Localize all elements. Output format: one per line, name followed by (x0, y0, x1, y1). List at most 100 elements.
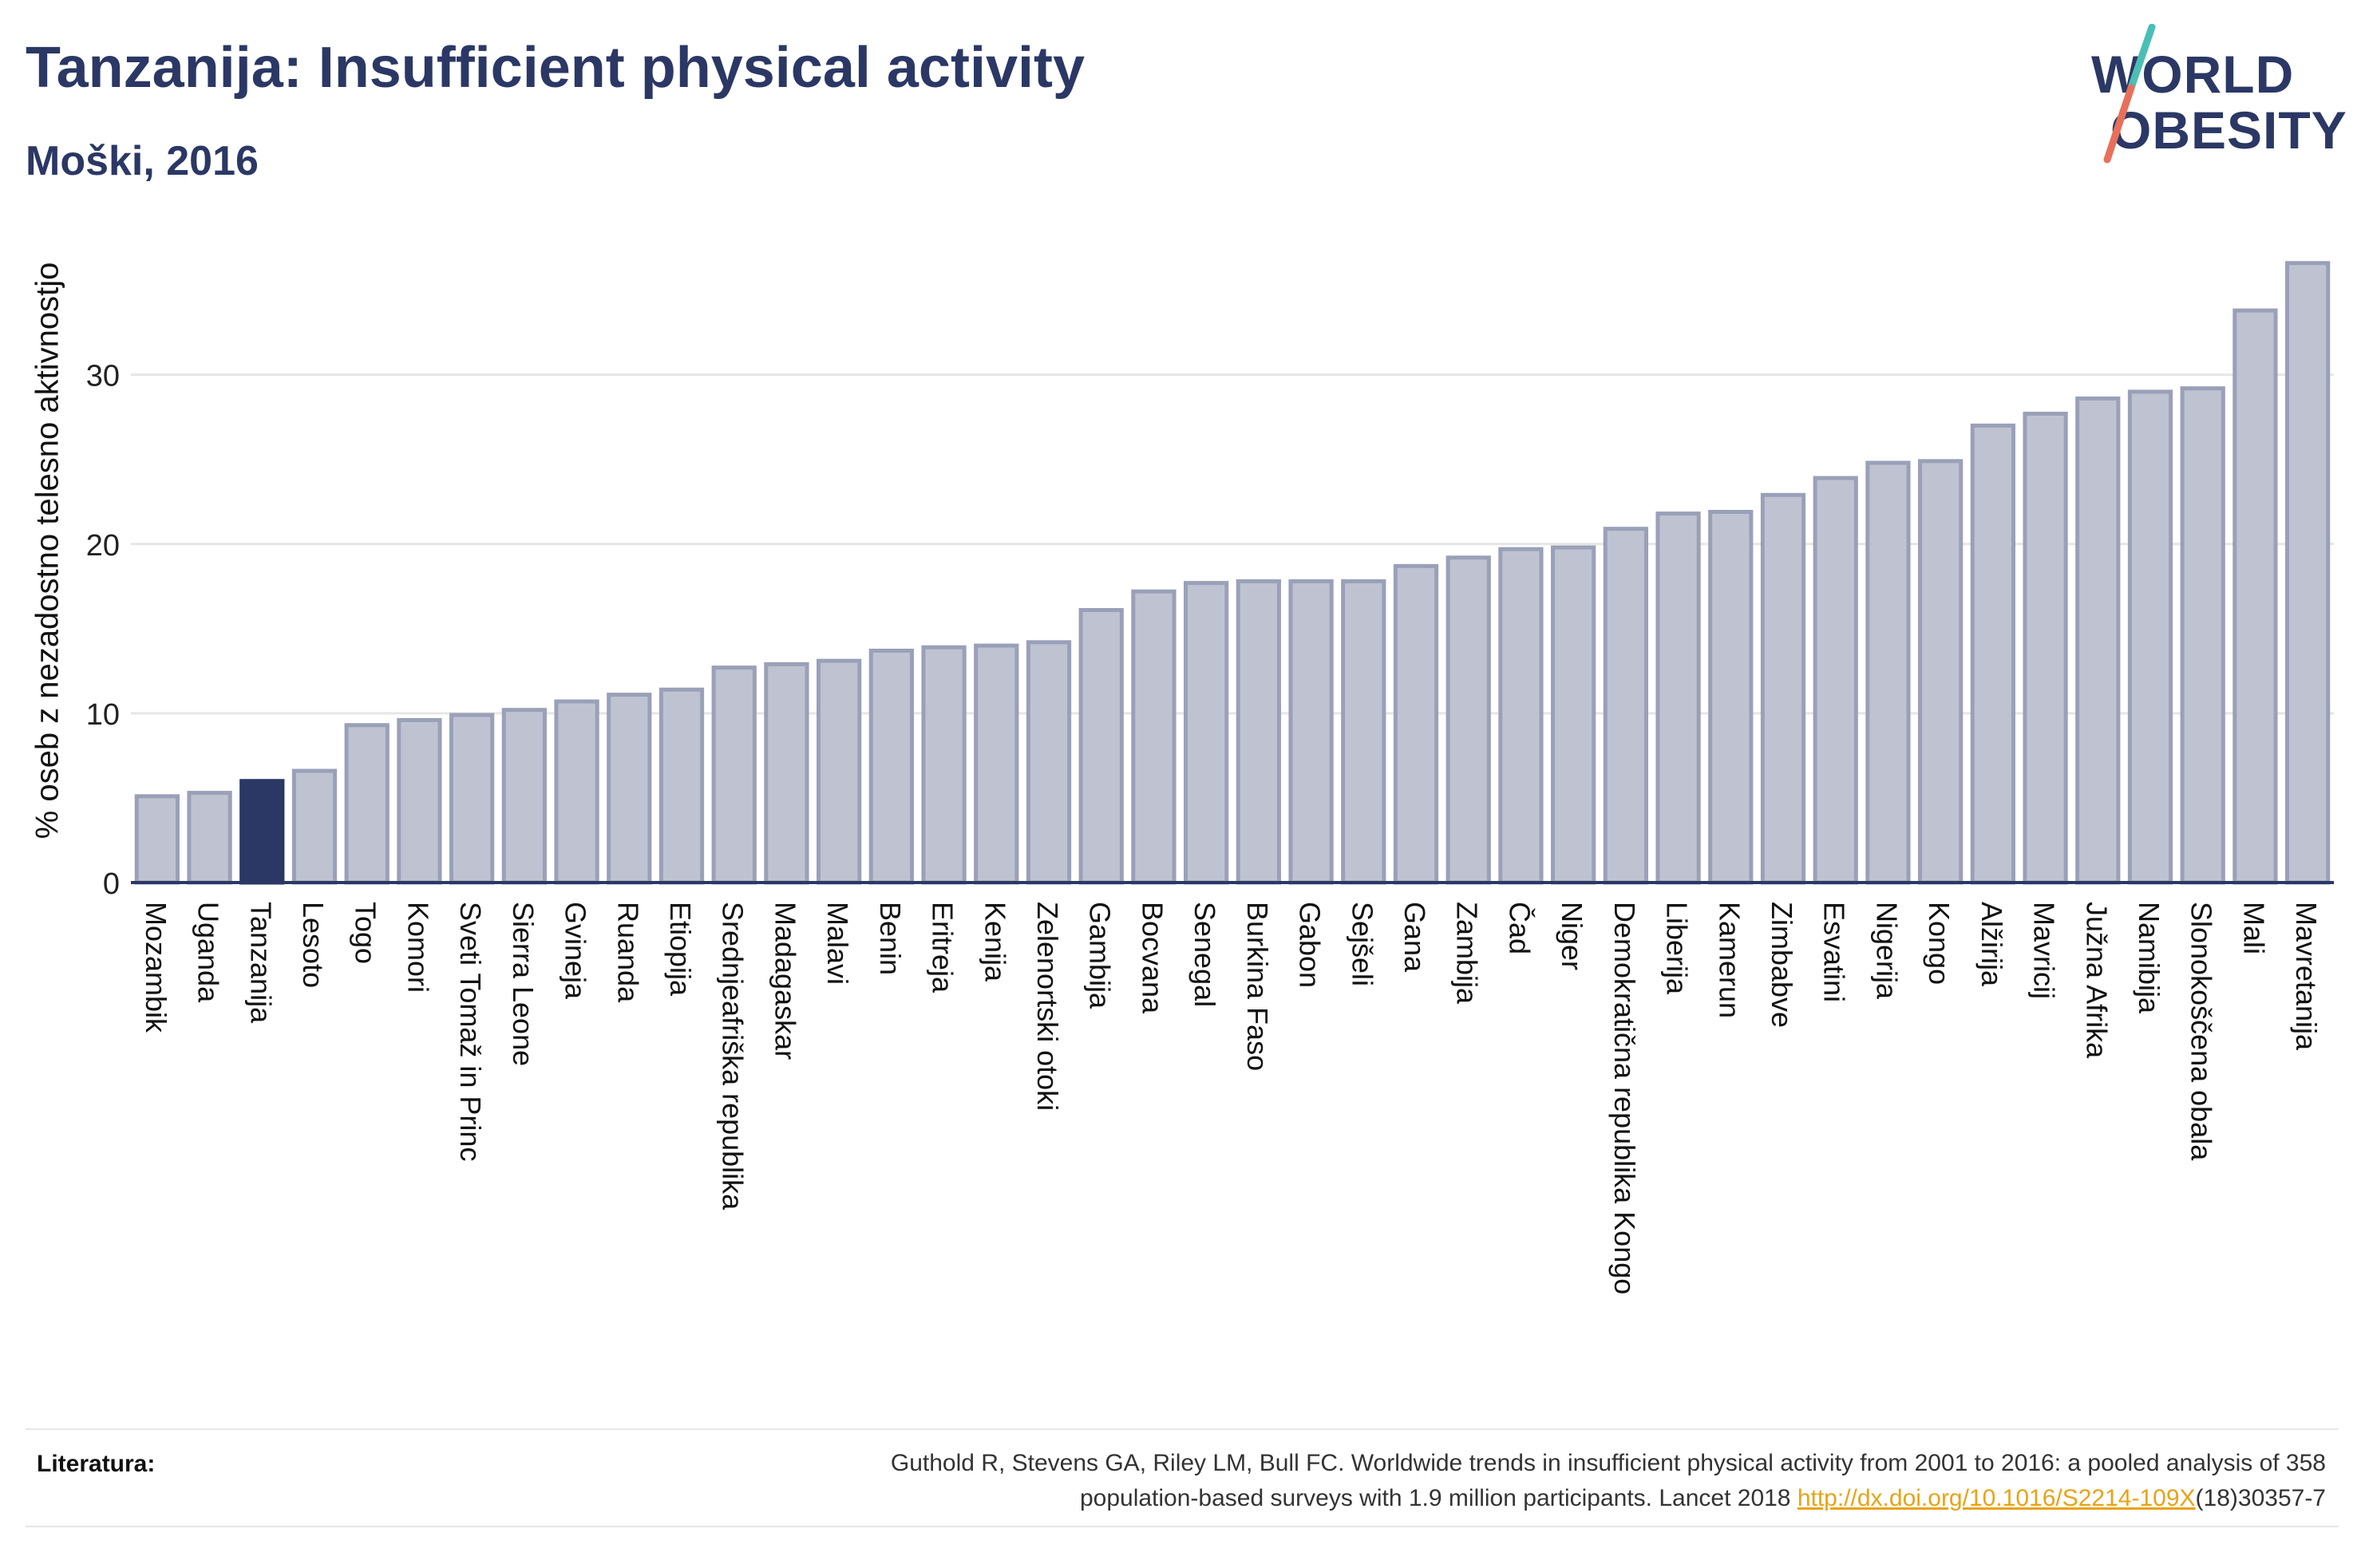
bar (2232, 308, 2278, 885)
x-tick-label: Kenija (979, 902, 1011, 982)
bar-highlighted (239, 779, 285, 885)
bar (658, 687, 705, 885)
bar (1918, 459, 1964, 885)
x-tick-label: Komori (401, 902, 434, 993)
bar (764, 662, 809, 885)
x-tick-label: Sveti Tomaž in Princ (454, 902, 487, 1161)
logo-slash-icon (2103, 24, 2156, 164)
reference-doi-link[interactable]: http://dx.doi.org/10.1016/S2214-109X (1797, 1485, 2196, 1511)
x-tick-label: Niger (1556, 902, 1588, 970)
chart-subtitle: Moški, 2016 (26, 138, 259, 184)
tick-labels: 0 10 20 30 Mozambik Uganda Tanzanija Lesoto Togo… (86, 360, 2323, 1295)
bar (1865, 460, 1911, 885)
logo-line-1: WORLD (2091, 45, 2295, 104)
x-tick-label: Burkina Faso (1241, 902, 1274, 1071)
bar (1078, 608, 1124, 885)
bar (1236, 579, 1281, 885)
bar (1551, 545, 1596, 885)
references-label: Literatura: (37, 1451, 156, 1477)
x-tick-label: Gvineja (560, 902, 592, 1000)
x-tick-label: Alžirija (1975, 902, 2008, 987)
bar (1393, 563, 1439, 885)
bar (1341, 579, 1386, 885)
reference-text-1: Guthold R, Stevens GA, Riley LM, Bull FC… (890, 1450, 2326, 1476)
bar (1603, 527, 1648, 885)
bar (1498, 547, 1544, 885)
x-tick-label: Gabon (1294, 902, 1327, 988)
x-tick-label: Gambija (1084, 902, 1117, 1009)
bar (1708, 509, 1754, 885)
y-tick-label: 30 (86, 360, 120, 393)
chart-title: Tanzanija: Insufficient physical activit… (26, 36, 1086, 100)
bar (2127, 389, 2173, 885)
x-tick-label: Mavricij (2028, 902, 2061, 999)
bar (607, 693, 652, 885)
x-tick-label: Mavretanija (2290, 902, 2323, 1051)
bar (187, 791, 232, 885)
x-tick-label: Togo (350, 902, 382, 964)
y-tick-label: 20 (86, 529, 120, 563)
x-tick-label: Mozambik (140, 902, 172, 1033)
reference-text-3: (18)30357-7 (2195, 1485, 2326, 1511)
references-divider-bottom (26, 1526, 2339, 1527)
x-tick-label: Tanzanija (244, 902, 277, 1024)
bar (2023, 411, 2068, 885)
gridlines (131, 373, 2334, 715)
y-tick-label: 10 (86, 698, 120, 732)
bar (501, 708, 547, 885)
bar (1288, 579, 1334, 885)
x-tick-label: Ruanda (611, 902, 644, 1003)
references-text: Guthold R, Stevens GA, Riley LM, Bull FC… (490, 1446, 2326, 1516)
bars (134, 261, 2331, 885)
x-tick-label: Nigerija (1870, 902, 1903, 1000)
bar (344, 723, 390, 885)
x-tick-label: Kongo (1923, 902, 1956, 985)
bar (1813, 476, 1858, 885)
x-tick-label: Južna Afrika (2080, 902, 2113, 1059)
bar (397, 717, 442, 885)
x-tick-label: Senegal (1188, 902, 1221, 1007)
x-tick-label: Zambija (1451, 902, 1484, 1005)
bar (1445, 555, 1491, 885)
x-tick-label: Kamerun (1713, 902, 1746, 1018)
bar (921, 645, 967, 885)
bar (1131, 589, 1177, 885)
x-tick-label: Eritreja (927, 902, 959, 993)
x-tick-label: Gana (1398, 902, 1431, 973)
references-divider-top (26, 1428, 2339, 1430)
x-tick-label: Bocvana (1136, 902, 1169, 1014)
x-tick-label: Madagaskar (769, 902, 801, 1060)
x-tick-label: Zimbabve (1766, 902, 1798, 1028)
x-tick-label: Benin (874, 902, 907, 975)
bar (817, 658, 862, 885)
bar (449, 713, 495, 885)
bar (554, 699, 599, 885)
reference-text-2: population-based surveys with 1.9 millio… (1079, 1485, 1797, 1511)
x-tick-label: Sejšeli (1346, 902, 1378, 986)
x-tick-label: Zelenortski otoki (1031, 902, 1064, 1111)
bar (1184, 581, 1229, 885)
bar (1760, 492, 1806, 885)
x-tick-label: Malavi (821, 902, 854, 985)
y-axis-label: % oseb z nezadostno telesno aktivnostjo (30, 262, 65, 839)
bar (1655, 511, 1701, 885)
bar (974, 643, 1019, 885)
y-tick-label: 0 (103, 867, 120, 901)
x-tick-label: Namibija (2133, 902, 2165, 1014)
x-tick-label: Mali (2237, 902, 2270, 954)
world-obesity-logo: WORLD OBESITY (2075, 24, 2347, 168)
bar (2180, 386, 2225, 885)
bar (868, 648, 914, 885)
x-tick-label: Liberija (1661, 902, 1694, 995)
x-tick-label: Srednjeafriška republika (717, 902, 749, 1211)
x-tick-label: Etiopija (664, 902, 697, 997)
bar (2075, 396, 2121, 885)
bar (1026, 640, 1072, 885)
bar (2285, 261, 2331, 885)
x-tick-label: Demokratična republika Kongo (1608, 902, 1641, 1294)
bar (291, 768, 338, 885)
bar (134, 794, 180, 885)
logo-line-2: OBESITY (2110, 101, 2347, 160)
x-tick-label: Slonokoščena obala (2185, 902, 2218, 1161)
x-tick-label: Esvatini (1818, 902, 1851, 1002)
